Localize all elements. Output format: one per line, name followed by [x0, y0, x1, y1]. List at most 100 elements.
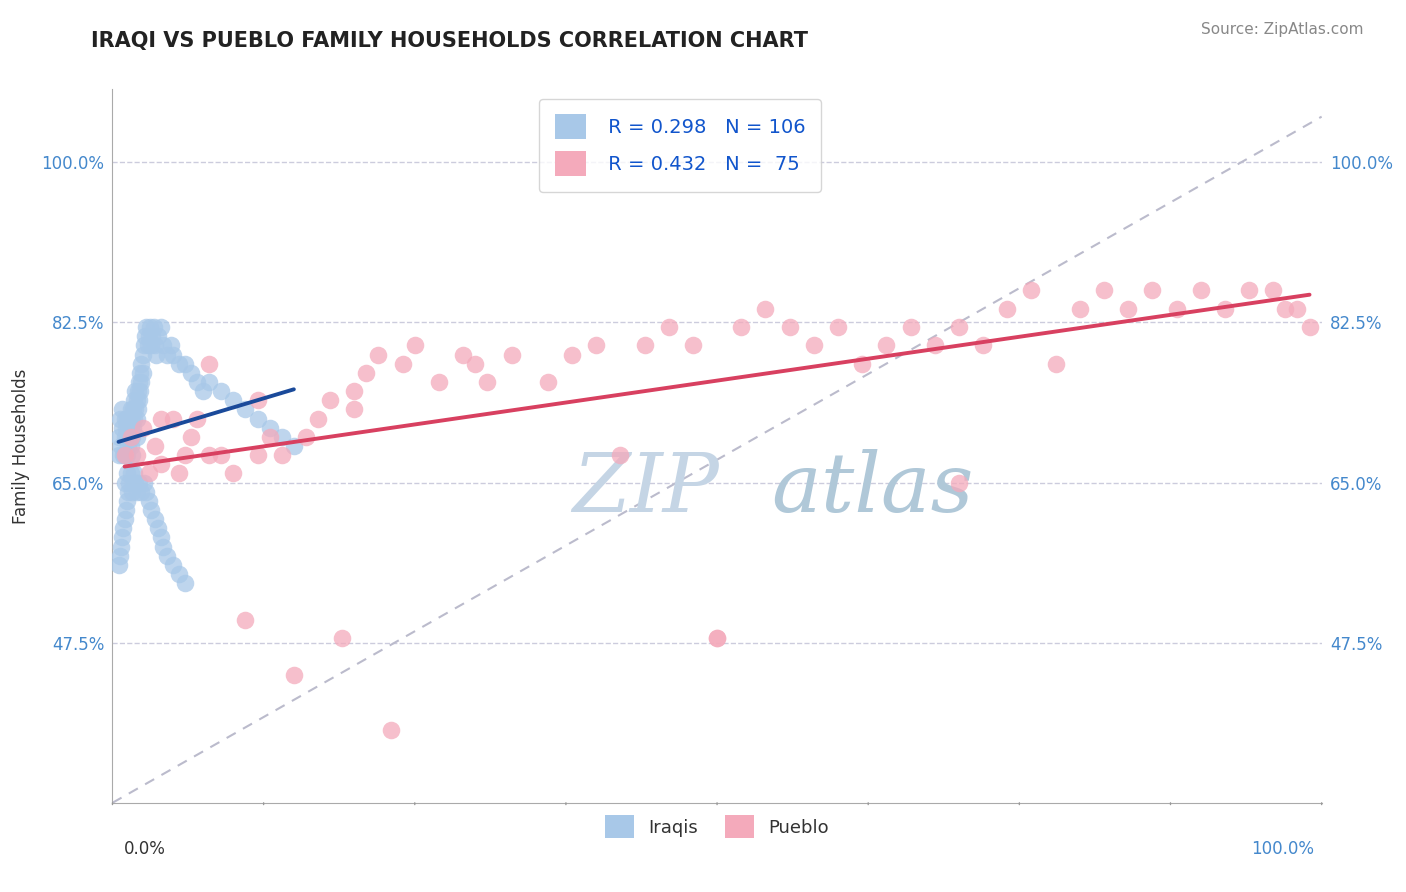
Point: [108, 549, 131, 563]
Point: [404, 338, 426, 352]
Point: [148, 329, 170, 343]
Point: [122, 402, 145, 417]
Point: [128, 375, 150, 389]
Point: [246, 393, 269, 408]
Point: [319, 393, 342, 408]
Point: [162, 347, 184, 361]
Point: [139, 320, 162, 334]
Point: [135, 320, 157, 334]
Point: [125, 393, 148, 408]
Point: [120, 420, 142, 434]
Point: [149, 411, 172, 425]
Point: [477, 375, 499, 389]
Point: [114, 420, 136, 434]
Point: [875, 338, 897, 352]
Point: [141, 503, 163, 517]
Point: [1069, 301, 1091, 316]
Point: [118, 411, 141, 425]
Point: [198, 357, 221, 371]
Point: [270, 448, 292, 462]
Point: [115, 411, 138, 425]
Point: [131, 357, 153, 371]
Point: [138, 494, 160, 508]
Point: [122, 393, 145, 408]
Point: [132, 347, 155, 361]
Point: [537, 375, 560, 389]
Point: [209, 448, 232, 462]
Point: [121, 484, 143, 499]
Point: [730, 320, 752, 334]
Point: [900, 320, 922, 334]
Point: [118, 430, 141, 444]
Point: [121, 448, 143, 462]
Point: [117, 439, 139, 453]
Point: [1045, 357, 1067, 371]
Point: [356, 366, 378, 380]
Point: [107, 430, 129, 444]
Point: [270, 430, 292, 444]
Point: [120, 430, 142, 444]
Point: [134, 329, 156, 343]
Point: [152, 540, 174, 554]
Point: [380, 723, 402, 737]
Point: [246, 411, 269, 425]
Point: [1213, 301, 1236, 316]
Point: [122, 420, 145, 434]
Point: [585, 338, 607, 352]
Text: atlas: atlas: [772, 449, 974, 529]
Point: [114, 475, 136, 490]
Point: [754, 301, 776, 316]
Point: [1092, 284, 1115, 298]
Point: [145, 347, 167, 361]
Point: [167, 357, 190, 371]
Point: [114, 430, 136, 444]
Point: [129, 366, 152, 380]
Point: [110, 540, 132, 554]
Point: [125, 484, 148, 499]
Point: [132, 366, 155, 380]
Point: [191, 384, 214, 398]
Point: [125, 448, 148, 462]
Point: [995, 301, 1018, 316]
Point: [391, 357, 413, 371]
Point: [131, 375, 153, 389]
Point: [114, 512, 136, 526]
Point: [330, 631, 353, 645]
Point: [142, 320, 165, 334]
Point: [658, 320, 681, 334]
Point: [162, 558, 184, 572]
Text: 100.0%: 100.0%: [1251, 840, 1315, 858]
Point: [1021, 284, 1043, 298]
Point: [501, 347, 523, 361]
Point: [259, 420, 281, 434]
Point: [132, 420, 155, 434]
Point: [451, 347, 474, 361]
Point: [141, 338, 163, 352]
Point: [972, 338, 994, 352]
Text: 0.0%: 0.0%: [124, 840, 166, 858]
Point: [125, 430, 148, 444]
Point: [259, 430, 281, 444]
Point: [706, 631, 728, 645]
Point: [117, 484, 139, 499]
Point: [222, 393, 245, 408]
Point: [167, 467, 190, 481]
Point: [162, 411, 184, 425]
Point: [122, 475, 145, 490]
Point: [135, 484, 157, 499]
Text: ZIP: ZIP: [572, 449, 718, 529]
Point: [427, 375, 450, 389]
Text: IRAQI VS PUEBLO FAMILY HOUSEHOLDS CORRELATION CHART: IRAQI VS PUEBLO FAMILY HOUSEHOLDS CORREL…: [91, 31, 808, 51]
Point: [1274, 301, 1296, 316]
Point: [1286, 301, 1309, 316]
Point: [851, 357, 873, 371]
Point: [464, 357, 486, 371]
Point: [121, 430, 143, 444]
Point: [111, 420, 134, 434]
Point: [827, 320, 849, 334]
Point: [127, 402, 149, 417]
Point: [1166, 301, 1188, 316]
Point: [143, 338, 166, 352]
Point: [948, 475, 970, 490]
Point: [180, 430, 202, 444]
